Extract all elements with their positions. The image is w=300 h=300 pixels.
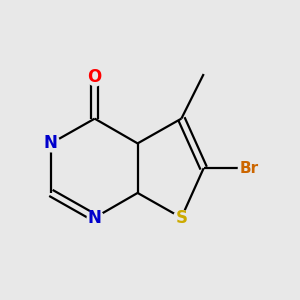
Text: S: S bbox=[176, 209, 188, 227]
Text: N: N bbox=[88, 209, 102, 227]
Text: O: O bbox=[88, 68, 102, 86]
Text: N: N bbox=[44, 134, 58, 152]
Text: Br: Br bbox=[239, 161, 259, 176]
